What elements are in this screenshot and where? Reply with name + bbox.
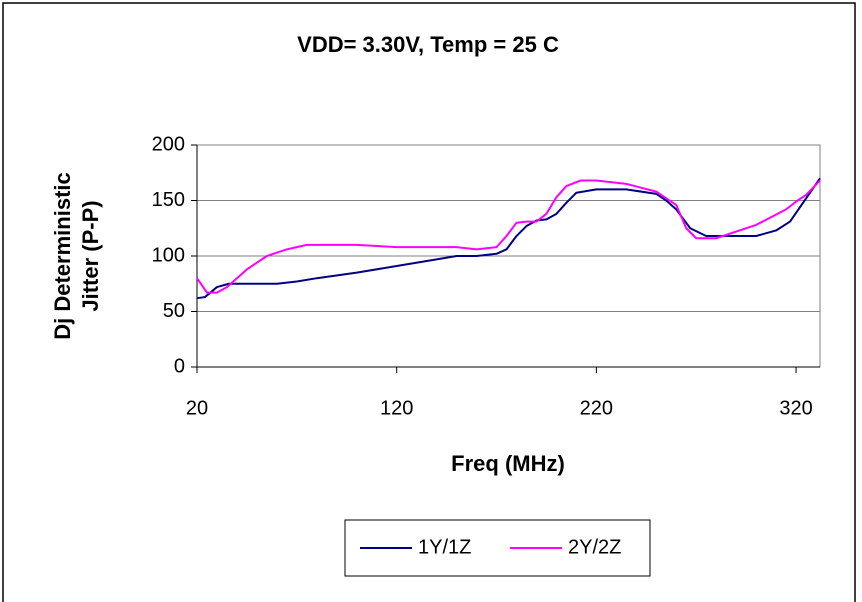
chart-title: VDD= 3.30V, Temp = 25 C	[297, 32, 559, 57]
y-axis-label-line: Dj Deterministic	[50, 172, 75, 340]
series-line	[196, 177, 821, 300]
y-tick-label: 0	[174, 355, 185, 377]
legend-label: 2Y/2Z	[568, 536, 621, 558]
legend	[344, 519, 651, 577]
y-tick-label: 50	[163, 300, 185, 322]
y-tick-label: 150	[152, 189, 185, 211]
x-tick-label: 20	[186, 397, 208, 419]
x-tick-label: 320	[779, 397, 812, 419]
x-tick-label: 220	[580, 397, 613, 419]
y-tick-label: 100	[152, 244, 185, 266]
y-tick-label: 200	[152, 133, 185, 155]
series-line	[196, 179, 821, 294]
y-axis-label: Dj Deterministic Jitter (P-P)	[50, 172, 103, 340]
x-axis-label: Freq (MHz)	[451, 451, 565, 476]
x-tick-label: 120	[380, 397, 413, 419]
y-axis-label-line: Jitter (P-P)	[78, 200, 103, 311]
legend-label: 1Y/1Z	[418, 536, 471, 558]
